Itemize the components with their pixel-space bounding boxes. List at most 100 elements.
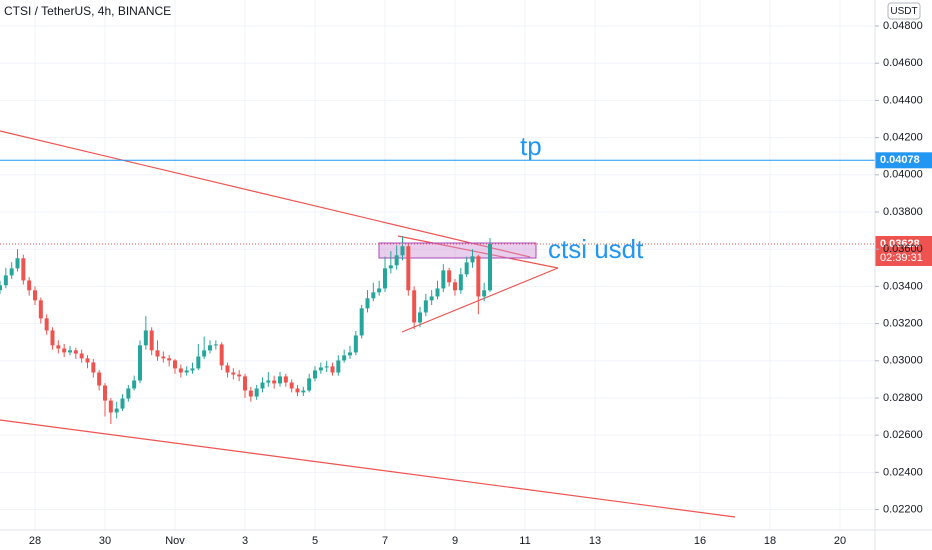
candle-body [359,308,364,336]
candle-body [33,290,37,301]
candle-body [79,353,84,359]
candle-body [184,370,189,373]
candle-body [272,380,277,384]
candle-body [208,345,212,351]
target-label: 0.04078 [880,154,920,166]
candle-body [149,330,154,351]
candle-body [231,372,236,375]
last-price-box [875,235,932,266]
candle-body [388,265,393,269]
candles [0,236,492,424]
candle-body [295,388,300,393]
candle-body [173,360,177,369]
target-label-box [875,152,932,169]
candle-body [73,350,78,354]
candle-body [62,348,67,353]
candle-body [56,345,61,349]
candle-body [423,300,428,313]
candle-body [371,292,376,299]
candle-body [470,256,475,263]
candle-body [342,355,347,361]
candle-body [0,285,2,291]
candle-body [190,368,195,371]
candle-body [91,362,96,373]
candle-body [453,282,457,291]
annotation: tp [520,131,542,161]
candle-body [307,378,312,391]
currency: USDT [890,6,917,17]
y-tick-label: 0.04600 [883,57,923,69]
triangle-line [401,267,559,333]
candle-body [377,288,382,293]
candle-body [85,358,90,363]
candle-body [237,374,242,377]
candle-body [219,344,224,366]
y-tick-label: 0.02800 [883,392,923,404]
candle-body [482,290,487,297]
candle-body [476,256,481,297]
candle-body [330,366,335,373]
x-tick-label: 3 [242,535,248,547]
y-tick-label: 0.04000 [883,169,923,181]
candle-body [488,243,492,291]
candle-body [289,382,294,389]
candle-body [447,270,452,283]
trend-line [0,419,736,518]
candle-body [318,367,323,371]
candle-body [283,376,288,383]
candle-body [458,274,463,291]
candle-body [248,390,253,397]
chart-title: CTSI / TetherUS, 4h, BINANCE [4,4,171,18]
x-tick-label: 18 [764,535,776,547]
candle-body [418,312,422,323]
candle-body [3,275,8,286]
candle-body [155,350,160,357]
candle-body [138,345,142,381]
drawings [0,130,736,518]
candle-body [38,300,43,319]
y-tick-label: 0.04800 [883,20,923,32]
candle-body [68,350,72,353]
countdown-label: 02:39:31 [880,252,923,264]
y-tick-label: 0.03200 [883,317,923,329]
candle-body [196,356,201,369]
candle-body [435,288,440,297]
x-tick-label: 28 [29,535,41,547]
x-tick-label: Nov [165,535,185,547]
candle-body [406,246,411,291]
candle-body [266,380,271,383]
candle-body [336,360,341,373]
trend-line [0,130,531,258]
candle-body [126,388,131,399]
candle-body [97,372,102,386]
candle-body [394,255,399,266]
candle-body [365,298,370,309]
candle-body [114,408,119,413]
candle-body [383,268,387,289]
candle-body [143,330,148,346]
y-tick-label: 0.03600 [883,243,923,255]
x-tick-label: 9 [452,535,458,547]
x-tick-label: 16 [694,535,706,547]
candle-body [213,344,218,346]
candle-body [400,246,405,256]
candle-body [108,400,113,413]
x-tick-label: 7 [382,535,388,547]
last-price-label: 0.03628 [880,238,920,250]
y-tick-label: 0.03400 [883,280,923,292]
candle-body [260,382,265,389]
candle-body [50,330,55,346]
candle-body [348,352,352,356]
grid [0,0,875,530]
y-tick-label: 0.04200 [883,132,923,144]
candle-body [324,366,329,368]
candle-body [132,380,137,389]
annotation: ctsi usdt [548,234,644,264]
candle-body [254,388,259,397]
candle-body [278,376,282,384]
candle-body [225,365,230,373]
candle-body [353,335,358,353]
y-tick-label: 0.03800 [883,206,923,218]
candle-body [429,296,434,301]
